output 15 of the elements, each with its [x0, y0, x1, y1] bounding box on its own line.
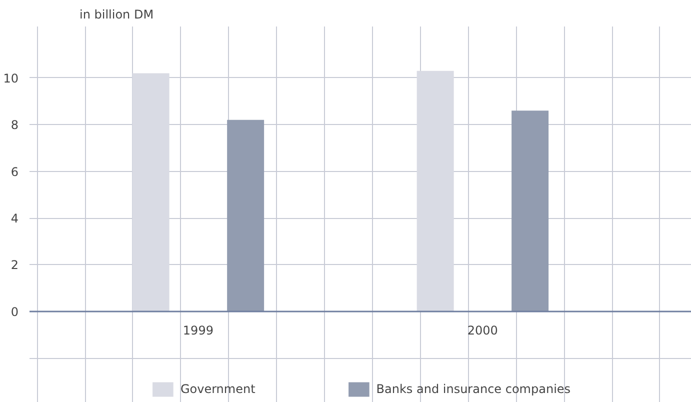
- y-tick-label: 6: [10, 164, 19, 179]
- y-tick-label: 10: [3, 71, 19, 86]
- bar: [416, 70, 454, 312]
- bar: [227, 120, 264, 312]
- y-tick-label: 4: [10, 212, 19, 226]
- y-tick-label: 8: [10, 118, 19, 132]
- legend-label: Government: [180, 382, 256, 396]
- x-tick-label: 2000: [467, 323, 498, 338]
- x-tick-label: 1999: [182, 323, 214, 338]
- bar: [512, 110, 549, 312]
- y-tick-label: 0: [10, 304, 19, 319]
- y-tick-label: 2: [10, 258, 19, 272]
- y-axis-title: in billion DM: [80, 8, 154, 22]
- bar: [132, 73, 170, 312]
- legend-label: Banks and insurance companies: [376, 382, 571, 396]
